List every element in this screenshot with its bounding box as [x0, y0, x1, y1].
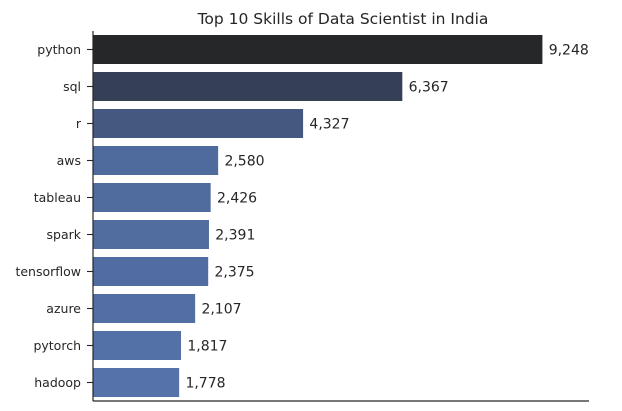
- value-label-aws: 2,580: [224, 154, 264, 170]
- value-label-hadoop: 1,778: [185, 376, 225, 392]
- bar-aws: [92, 145, 219, 176]
- value-label-pytorch: 1,817: [187, 339, 227, 355]
- chart-title: Top 10 Skills of Data Scientist in India: [197, 10, 489, 28]
- y-axis-ticks: python sql r aws tableau spark tensorflow azure…: [15, 42, 93, 390]
- value-label-python: 9,248: [549, 43, 589, 59]
- y-tick-label-tensorflow: tensorflow: [15, 264, 81, 279]
- y-tick-label-pytorch: pytorch: [33, 338, 81, 353]
- value-label-tableau: 2,426: [217, 191, 257, 207]
- bar-tableau: [92, 182, 212, 213]
- bar-hadoop: [92, 367, 180, 398]
- y-tick-label-tableau: tableau: [34, 190, 81, 205]
- value-label-azure: 2,107: [201, 302, 241, 318]
- value-labels-group: 9,248 6,367 4,327 2,580 2,426 2,391 2,375 2,107…: [185, 43, 588, 392]
- bar-tensorflow: [92, 256, 209, 287]
- bar-python: [92, 34, 544, 65]
- bar-sql: [92, 71, 403, 102]
- value-label-spark: 2,391: [215, 228, 255, 244]
- y-tick-label-hadoop: hadoop: [34, 375, 81, 390]
- value-label-r: 4,327: [309, 117, 349, 133]
- y-tick-label-azure: azure: [46, 301, 81, 316]
- bar-r: [92, 108, 304, 139]
- bar-spark: [92, 219, 210, 250]
- y-tick-label-spark: spark: [47, 227, 82, 242]
- y-tick-label-aws: aws: [57, 153, 81, 168]
- y-tick-label-r: r: [76, 116, 82, 131]
- bar-pytorch: [92, 330, 182, 361]
- y-tick-label-sql: sql: [63, 79, 81, 94]
- bars-group: [92, 34, 544, 398]
- y-tick-label-python: python: [37, 42, 81, 57]
- bar-azure: [92, 293, 196, 324]
- value-label-tensorflow: 2,375: [214, 265, 254, 281]
- value-label-sql: 6,367: [409, 80, 449, 96]
